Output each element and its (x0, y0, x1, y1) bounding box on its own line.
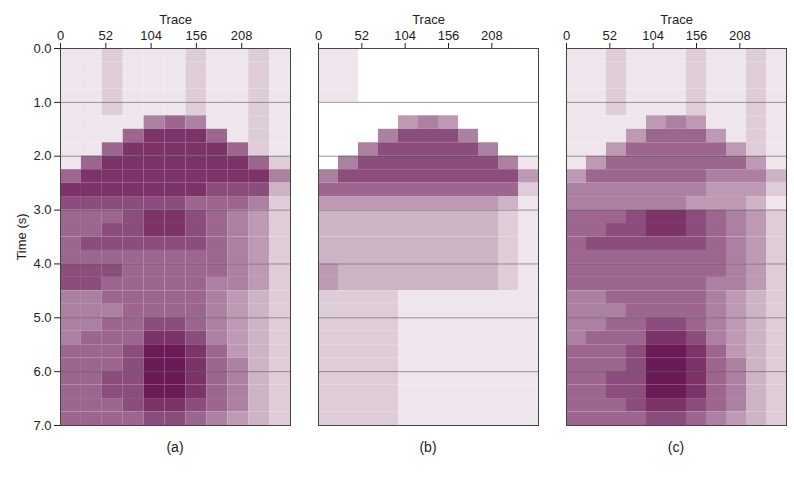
svg-text:Trace: Trace (660, 12, 693, 27)
html-text:(a): (a) (166, 439, 184, 455)
svg-text:52: 52 (355, 28, 369, 43)
svg-text:156: 156 (686, 28, 708, 43)
svg-text:208: 208 (231, 28, 253, 43)
svg-text:Time (s): Time (s) (14, 213, 29, 260)
svg-text:Trace: Trace (159, 12, 192, 27)
svg-text:Trace: Trace (412, 12, 445, 27)
svg-text:0.0: 0.0 (33, 41, 51, 56)
svg-text:3.0: 3.0 (33, 202, 51, 217)
svg-text:1.0: 1.0 (33, 95, 51, 110)
html-text:(b): (b) (419, 439, 437, 455)
svg-text:208: 208 (729, 28, 751, 43)
svg-text:2.0: 2.0 (33, 148, 51, 163)
svg-text:0: 0 (563, 28, 570, 43)
svg-text:52: 52 (99, 28, 113, 43)
svg-text:156: 156 (186, 28, 208, 43)
svg-text:104: 104 (642, 28, 664, 43)
svg-text:5.0: 5.0 (33, 310, 51, 325)
svg-text:0: 0 (315, 28, 322, 43)
svg-text:104: 104 (140, 28, 162, 43)
svg-text:156: 156 (438, 28, 460, 43)
html-text:(c): (c) (667, 439, 685, 455)
svg-text:104: 104 (394, 28, 416, 43)
svg-text:0: 0 (57, 28, 64, 43)
svg-text:7.0: 7.0 (33, 418, 51, 433)
svg-text:208: 208 (481, 28, 503, 43)
svg-text:4.0: 4.0 (33, 256, 51, 271)
svg-text:52: 52 (603, 28, 617, 43)
svg-text:6.0: 6.0 (33, 364, 51, 379)
